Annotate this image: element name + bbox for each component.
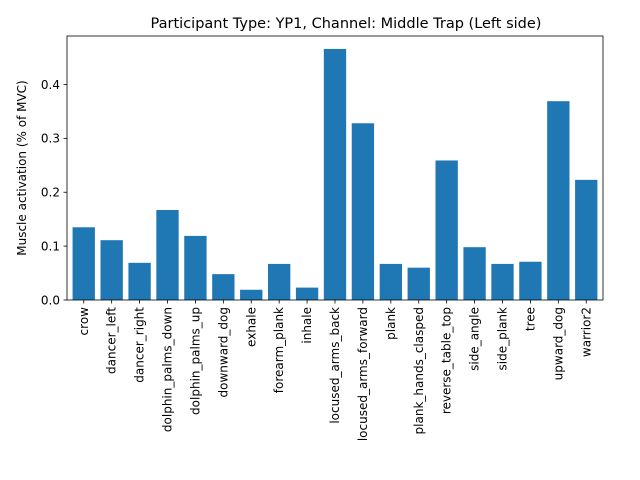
bar-warrior2	[575, 179, 598, 300]
bar-side_angle	[463, 247, 486, 300]
bar-downward_dog	[212, 274, 235, 300]
x-tick-label: reverse_table_top	[440, 307, 454, 414]
x-tick-label: warrior2	[579, 307, 593, 357]
x-tick-label: dancer_left	[105, 307, 119, 374]
x-tick-label: tree	[523, 307, 537, 331]
bar-inhale	[295, 287, 319, 300]
x-tick-label: plank	[384, 307, 398, 340]
y-tick-label: 0.4	[41, 78, 60, 92]
bar-dolphin_palms_up	[184, 235, 207, 300]
plot-frame	[66, 35, 604, 301]
bar-forearm_plank	[268, 263, 291, 300]
bar-side_plank	[491, 263, 514, 300]
x-tick-label: exhale	[244, 307, 258, 347]
bar-dolphin_palms_down	[156, 210, 179, 300]
x-tick-label: downward_dog	[216, 307, 230, 397]
y-tick-label: 0.1	[41, 239, 60, 253]
bar-dancer_left	[100, 240, 123, 300]
x-tick-label: locused_arms_forward	[356, 307, 370, 441]
x-axis: crow dancer_left dancer_right dolphin_palms…	[77, 300, 593, 441]
y-axis-label: Muscle activation (% of MVC)	[15, 80, 29, 256]
x-tick-label: forearm_plank	[272, 307, 286, 393]
y-tick-label: 0.0	[41, 293, 60, 307]
bar-plank_hands_clasped	[407, 267, 430, 300]
x-tick-label: upward_dog	[551, 307, 565, 380]
x-tick-label: side_angle	[468, 307, 482, 371]
x-tick-label: crow	[77, 307, 91, 336]
x-tick-label: plank_hands_clasped	[412, 307, 426, 434]
bar-dancer_right	[128, 262, 151, 300]
x-tick-label: locused_arms_back	[328, 307, 342, 424]
bar-exhale	[240, 289, 263, 300]
y-tick-label: 0.2	[41, 186, 60, 200]
x-tick-label: dancer_right	[133, 307, 147, 383]
bar-crow	[72, 227, 95, 300]
chart-title: Participant Type: YP1, Channel: Middle T…	[151, 16, 542, 32]
y-axis: 0.0 0.1 0.2 0.3 0.4	[41, 78, 67, 307]
bar-reverse_table_top	[435, 160, 458, 300]
y-tick-label: 0.3	[41, 132, 60, 146]
x-tick-label: dolphin_palms_up	[188, 307, 202, 415]
x-tick-label: dolphin_palms_down	[161, 307, 175, 432]
x-tick-label: side_plank	[496, 307, 510, 370]
bars-group	[72, 48, 598, 301]
bar-locused_arms_forward	[351, 123, 375, 300]
bar-tree	[519, 261, 542, 300]
bar-upward_dog	[547, 101, 570, 300]
x-tick-label: inhale	[300, 307, 314, 344]
bar-locused_arms_back	[323, 48, 347, 301]
bar-plank	[379, 263, 402, 300]
